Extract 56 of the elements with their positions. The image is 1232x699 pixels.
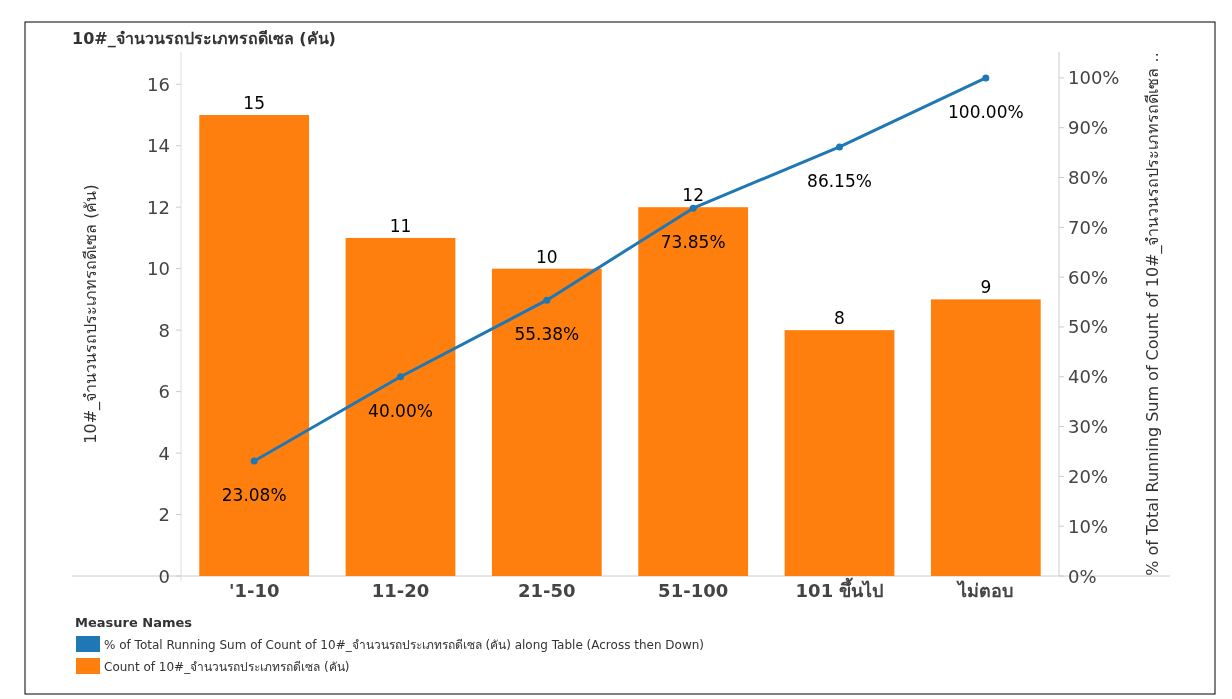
data-label: 15	[243, 93, 265, 113]
legend-label: Count of 10#_จำนวนรถประเภทรถดีเซล (คัน)	[104, 660, 350, 674]
point	[982, 74, 990, 82]
y-tick-label: 16	[147, 73, 170, 95]
y-tick-label: 0	[158, 565, 170, 587]
x-tick-label: 101 ขึ้นไป	[795, 577, 884, 601]
y2-tick-label: 10%	[1068, 515, 1109, 537]
data-label: 73.85%	[660, 232, 726, 253]
data-label: 86.15%	[807, 170, 872, 191]
x-tick-label: 51-100	[658, 580, 729, 601]
x-tick-label: '1-10	[228, 580, 280, 601]
x-tick-label: 11-20	[371, 580, 430, 601]
data-label: 8	[834, 308, 845, 329]
y-tick-label: 4	[158, 442, 170, 464]
y2-axis-title: % of Total Running Sum of Count of 10#_จำนวนรถประเภทรถดีเซล ..	[1143, 52, 1163, 576]
bar	[638, 207, 749, 576]
y-axis-title: 10#_จำนวนรถประเภทรถดีเซล (คัน)	[81, 184, 101, 444]
data-label: 10	[536, 246, 558, 267]
point	[397, 373, 404, 381]
y-tick-label: 10	[147, 258, 170, 280]
y2-tick-label: 20%	[1068, 465, 1109, 487]
point	[689, 204, 697, 212]
y-tick-label: 12	[147, 196, 170, 218]
bar	[930, 299, 1041, 576]
point	[836, 143, 843, 151]
y2-tick-label: 70%	[1068, 216, 1109, 238]
data-label: 100.00%	[948, 101, 1024, 122]
legend-title: Measure Names	[75, 615, 193, 630]
data-label: 12	[682, 185, 704, 206]
chart-title: 10#_จำนวนรถประเภทรถดีเซล (คัน)	[72, 29, 336, 48]
data-label: 11	[389, 215, 412, 236]
y2-tick-label: 50%	[1068, 316, 1109, 338]
data-label: 55.38%	[514, 324, 580, 345]
y2-tick-label: 60%	[1068, 266, 1109, 288]
y-tick-label: 6	[158, 381, 170, 403]
bar	[784, 330, 895, 576]
y-tick-label: 14	[147, 135, 170, 157]
bar	[199, 115, 310, 576]
point	[543, 296, 551, 304]
x-tick-label: ไม่ตอบ	[956, 580, 1014, 601]
y2-tick-label: 30%	[1068, 416, 1109, 438]
point	[250, 457, 258, 465]
y2-tick-label: 80%	[1068, 167, 1109, 189]
data-label: 23.08%	[221, 485, 287, 506]
y-tick-label: 2	[158, 504, 170, 526]
data-label: 40.00%	[368, 400, 433, 421]
y2-tick-label: 90%	[1068, 117, 1109, 139]
bar	[491, 268, 602, 576]
y2-tick-label: 100%	[1068, 67, 1120, 89]
x-tick-label: 21-50	[518, 580, 576, 601]
y2-tick-label: 40%	[1068, 366, 1109, 388]
data-label: 9	[980, 277, 992, 298]
bar	[345, 237, 456, 576]
y2-tick-label: 0%	[1068, 565, 1097, 587]
legend-label: % of Total Running Sum of Count of 10#_จำนวนรถประเภทรถดีเซล (คัน) along Table (Across then Down)	[104, 638, 704, 652]
y-tick-label: 8	[158, 319, 170, 341]
